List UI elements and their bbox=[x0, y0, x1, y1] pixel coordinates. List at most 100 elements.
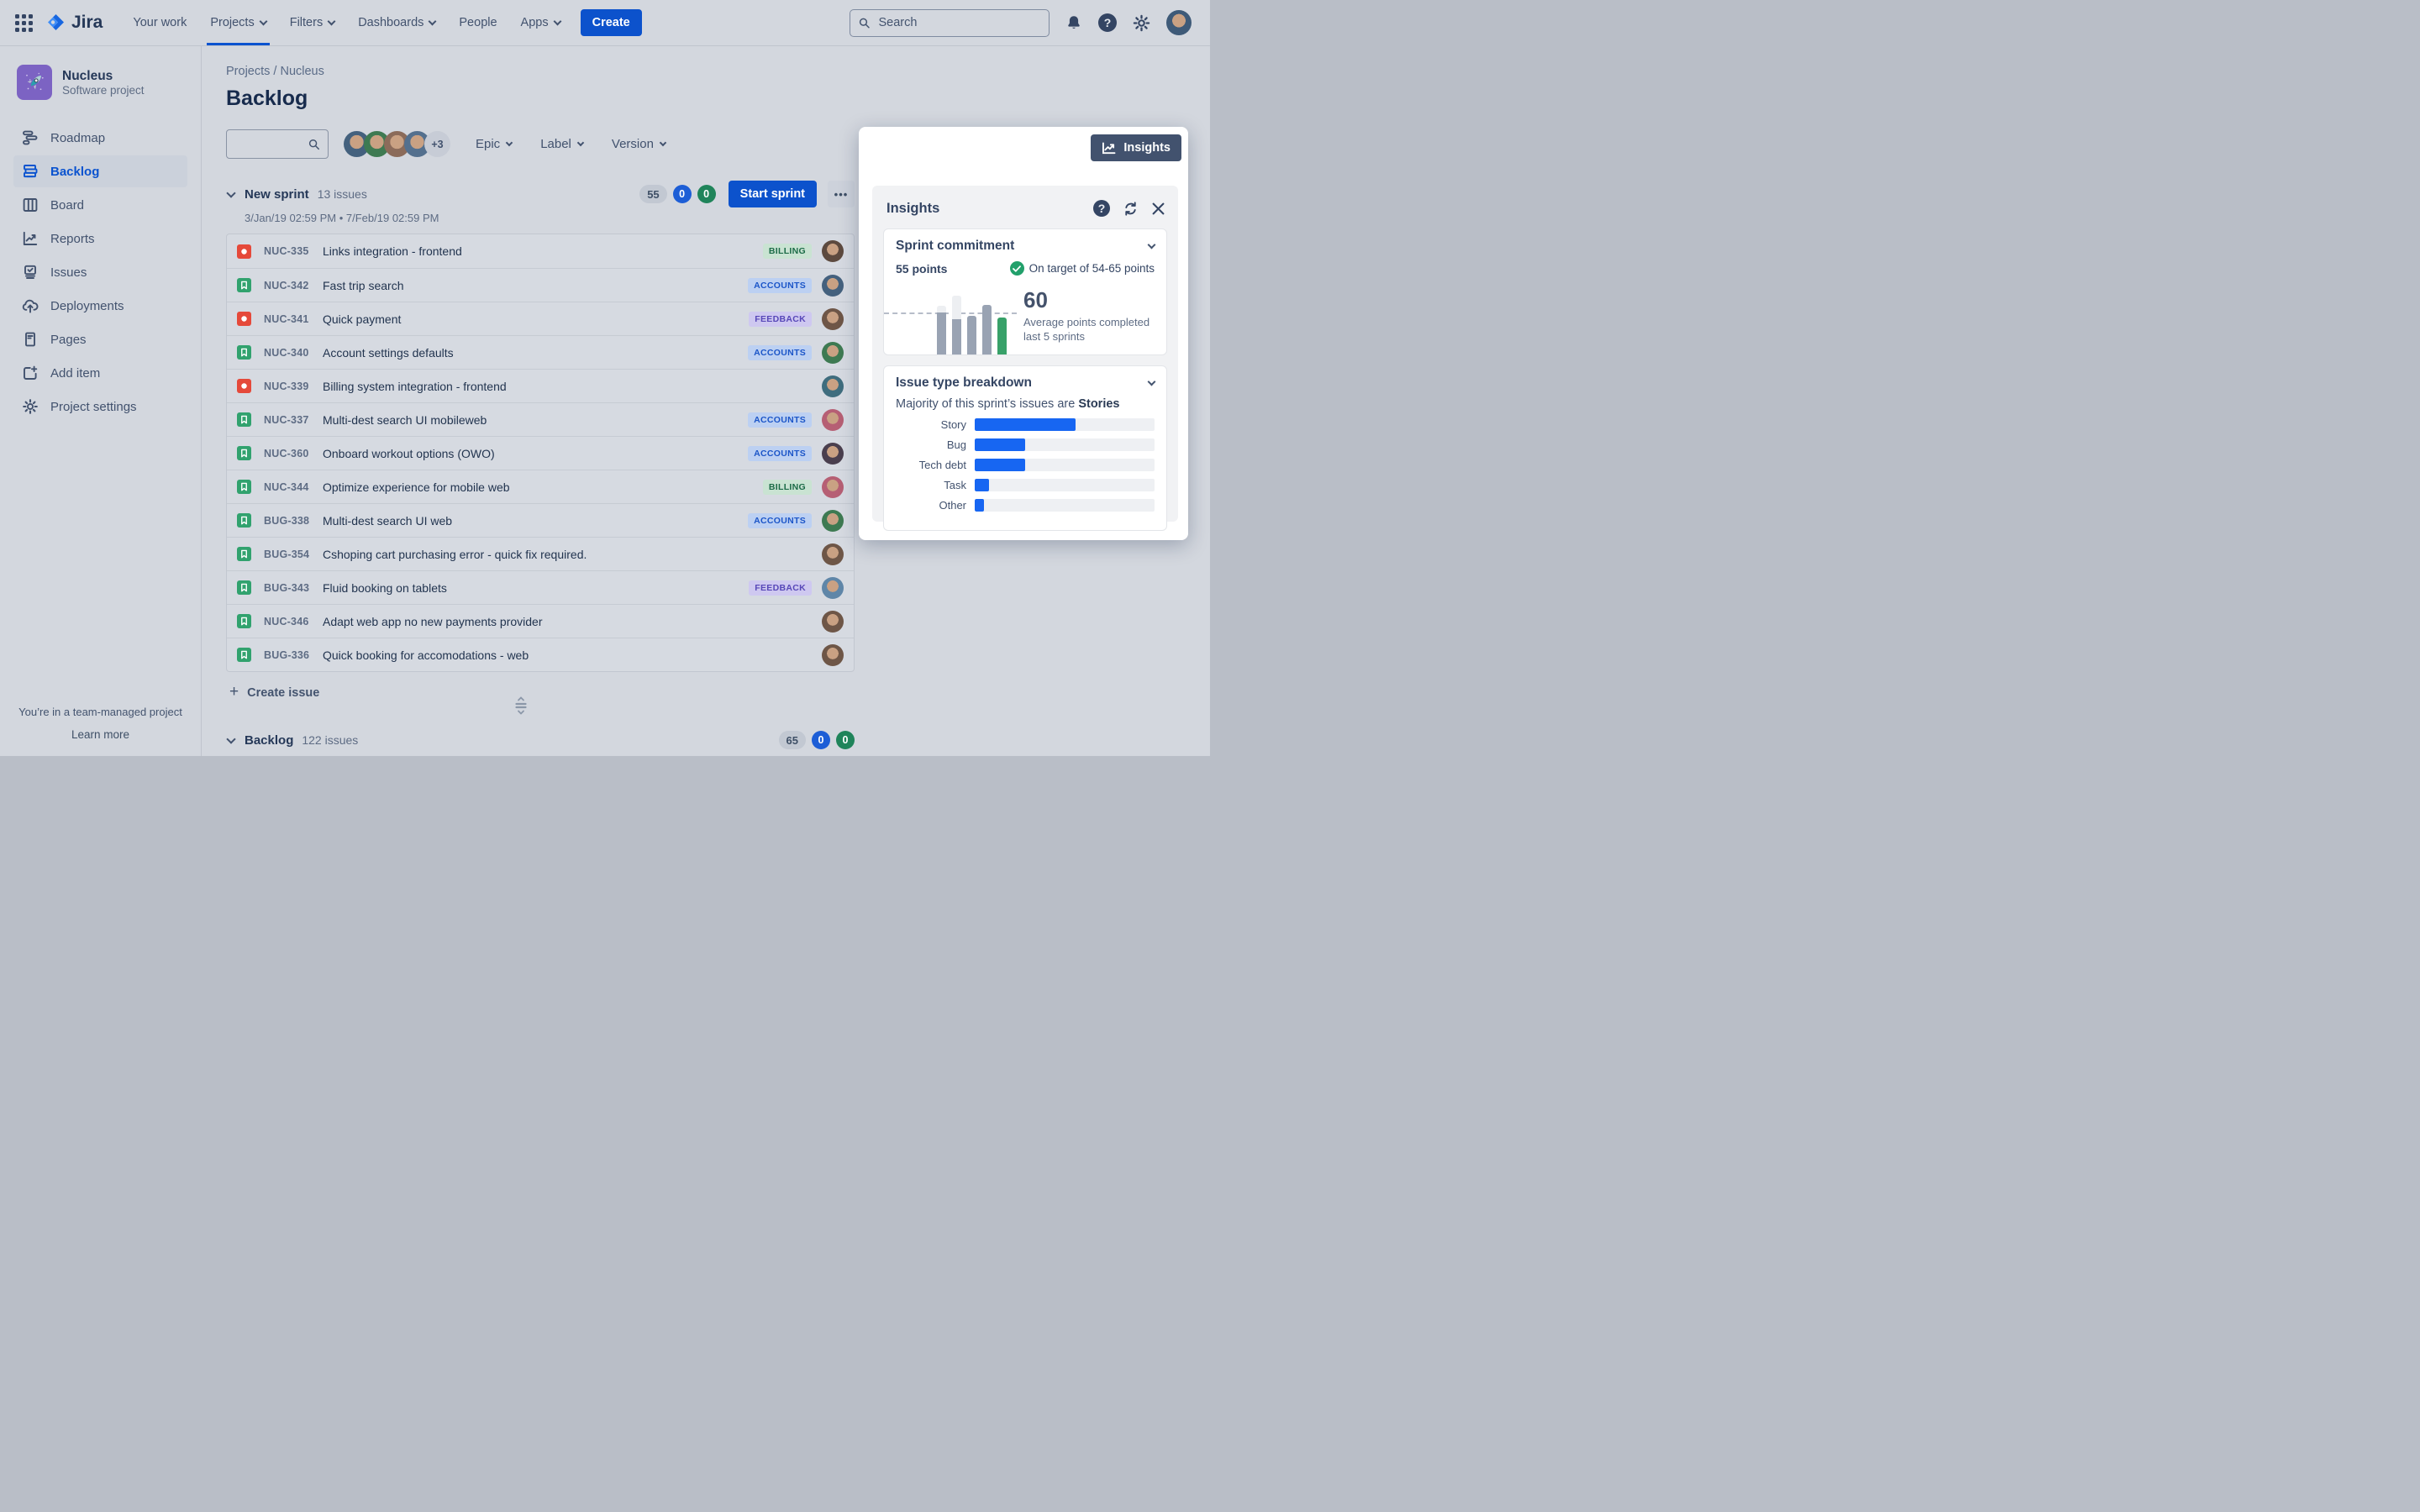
issue-breakdown-title: Issue type breakdown bbox=[896, 375, 1032, 390]
backlog-search-input[interactable] bbox=[234, 136, 309, 152]
issue-row[interactable]: BUG-343 Fluid booking on tablets FEEDBACK bbox=[227, 570, 854, 604]
notifications-button[interactable] bbox=[1065, 14, 1082, 31]
sprint-commitment-title: Sprint commitment bbox=[896, 239, 1015, 253]
average-points-value: 60 bbox=[1023, 286, 1048, 312]
story-issue-icon bbox=[237, 278, 251, 292]
create-button[interactable]: Create bbox=[580, 9, 642, 36]
commitment-bar bbox=[952, 296, 961, 354]
sidebar-item-pages[interactable]: Pages bbox=[13, 323, 187, 355]
settings-button[interactable] bbox=[1133, 14, 1150, 32]
sprint-resize-handle[interactable] bbox=[514, 696, 528, 719]
assignee-avatar[interactable] bbox=[822, 543, 844, 565]
insights-panel-title: Insights bbox=[886, 200, 940, 216]
insights-toggle-button[interactable]: Insights bbox=[1091, 134, 1181, 161]
assignee-avatar[interactable] bbox=[822, 509, 844, 532]
assignee-avatar[interactable] bbox=[822, 240, 844, 262]
nav-item-projects[interactable]: Projects bbox=[198, 0, 277, 45]
assignee-avatar[interactable] bbox=[822, 610, 844, 633]
nav-item-people[interactable]: People bbox=[447, 0, 508, 45]
project-header[interactable]: Nucleus Software project bbox=[13, 65, 187, 100]
breadcrumb-project[interactable]: Nucleus bbox=[280, 65, 324, 78]
issue-key: NUC-360 bbox=[264, 447, 309, 459]
issue-summary: Multi-dest search UI web bbox=[323, 513, 453, 528]
assignee-avatar[interactable] bbox=[822, 576, 844, 599]
sidebar-item-label: Board bbox=[50, 197, 85, 213]
assignee-avatar[interactable] bbox=[822, 341, 844, 364]
collapse-backlog-icon[interactable] bbox=[226, 733, 236, 744]
chevron-down-icon[interactable] bbox=[1147, 377, 1156, 386]
assignee-avatar[interactable] bbox=[822, 408, 844, 431]
nav-item-label: Your work bbox=[133, 16, 187, 29]
user-avatar[interactable] bbox=[1166, 10, 1192, 35]
help-button[interactable]: ? bbox=[1098, 13, 1117, 32]
story-issue-icon bbox=[237, 480, 251, 494]
sidebar-item-issues[interactable]: Issues bbox=[13, 256, 187, 288]
backlog-badge-done: 0 bbox=[836, 731, 855, 749]
insights-close-button[interactable] bbox=[1151, 202, 1165, 216]
pages-icon bbox=[22, 331, 39, 348]
global-search-input[interactable] bbox=[876, 15, 1040, 30]
chevron-down-icon[interactable] bbox=[1147, 240, 1156, 249]
collapse-sprint-icon[interactable] bbox=[226, 187, 236, 198]
nav-item-your-work[interactable]: Your work bbox=[121, 0, 198, 45]
issue-summary: Fluid booking on tablets bbox=[323, 580, 447, 595]
insights-spotlight: Insights Insights ? bbox=[859, 127, 1188, 540]
epic-filter-button[interactable]: Epic bbox=[476, 137, 513, 151]
sprint-more-button[interactable]: ••• bbox=[828, 181, 855, 207]
issue-row[interactable]: BUG-338 Multi-dest search UI web ACCOUNTS bbox=[227, 503, 854, 537]
sidebar-item-backlog[interactable]: Backlog bbox=[13, 155, 187, 187]
backlog-search[interactable] bbox=[226, 129, 329, 159]
avatar-overflow[interactable]: +3 bbox=[424, 131, 450, 157]
backlog-badge-in-progress: 0 bbox=[812, 731, 830, 749]
filter-label: Version bbox=[611, 137, 654, 151]
assignee-avatar[interactable] bbox=[822, 442, 844, 465]
issue-summary: Onboard workout options (OWO) bbox=[323, 446, 495, 460]
label-filter-button[interactable]: Label bbox=[540, 137, 585, 151]
chevron-down-icon bbox=[553, 17, 562, 25]
sidebar-item-roadmap[interactable]: Roadmap bbox=[13, 122, 187, 154]
issue-row[interactable]: NUC-340 Account settings defaults ACCOUNTS bbox=[227, 335, 854, 369]
start-sprint-button[interactable]: Start sprint bbox=[728, 181, 817, 207]
nav-item-filters[interactable]: Filters bbox=[278, 0, 346, 45]
app-switcher-icon[interactable] bbox=[15, 13, 33, 32]
global-search[interactable] bbox=[850, 8, 1050, 37]
issue-row[interactable]: NUC-342 Fast trip search ACCOUNTS bbox=[227, 268, 854, 302]
learn-more-link[interactable]: Learn more bbox=[71, 728, 130, 741]
issue-key: NUC-342 bbox=[264, 279, 309, 291]
sidebar-item-project-settings[interactable]: Project settings bbox=[13, 391, 187, 423]
sidebar-item-reports[interactable]: Reports bbox=[13, 223, 187, 255]
insights-help-button[interactable]: ? bbox=[1093, 200, 1110, 217]
issue-row[interactable]: BUG-354 Cshoping cart purchasing error - … bbox=[227, 537, 854, 570]
issue-row[interactable]: NUC-341 Quick payment FEEDBACK bbox=[227, 302, 854, 335]
assignee-avatar[interactable] bbox=[822, 475, 844, 498]
insights-refresh-button[interactable] bbox=[1123, 201, 1139, 217]
issue-row[interactable]: NUC-335 Links integration - frontend BILLI… bbox=[227, 234, 854, 268]
bug-issue-icon bbox=[237, 312, 251, 326]
issue-row[interactable]: NUC-339 Billing system integration - fron… bbox=[227, 369, 854, 402]
breakdown-fill bbox=[975, 479, 990, 491]
version-filter-button[interactable]: Version bbox=[611, 137, 667, 151]
issue-row[interactable]: NUC-337 Multi-dest search UI mobileweb ACC… bbox=[227, 402, 854, 436]
issue-row[interactable]: BUG-336 Quick booking for accomodations -… bbox=[227, 638, 854, 671]
issue-row[interactable]: NUC-360 Onboard workout options (OWO) ACCO… bbox=[227, 436, 854, 470]
jira-logo-text: Jira bbox=[71, 13, 103, 32]
issue-label-badge: BILLING bbox=[762, 479, 812, 495]
jira-logo[interactable]: Jira bbox=[46, 13, 103, 33]
assignee-avatar[interactable] bbox=[822, 375, 844, 397]
assignee-avatar[interactable] bbox=[822, 274, 844, 297]
sidebar-item-deployments[interactable]: Deployments bbox=[13, 290, 187, 322]
issue-row[interactable]: NUC-344 Optimize experience for mobile we… bbox=[227, 470, 854, 503]
sidebar-item-add-item[interactable]: Add item bbox=[13, 357, 187, 389]
create-issue-button[interactable]: + Create issue bbox=[226, 682, 323, 703]
assignee-avatar[interactable] bbox=[822, 643, 844, 666]
assignee-avatar[interactable] bbox=[822, 307, 844, 330]
story-issue-icon bbox=[237, 345, 251, 360]
filter-label: Epic bbox=[476, 137, 501, 151]
breakdown-row: Task bbox=[896, 479, 1155, 491]
nav-item-apps[interactable]: Apps bbox=[509, 0, 572, 45]
issue-row[interactable]: NUC-346 Adapt web app no new payments pro… bbox=[227, 604, 854, 638]
breadcrumb-projects[interactable]: Projects bbox=[226, 65, 271, 78]
sidebar-item-board[interactable]: Board bbox=[13, 189, 187, 221]
nav-item-label: People bbox=[459, 16, 497, 29]
nav-item-dashboards[interactable]: Dashboards bbox=[346, 0, 447, 45]
